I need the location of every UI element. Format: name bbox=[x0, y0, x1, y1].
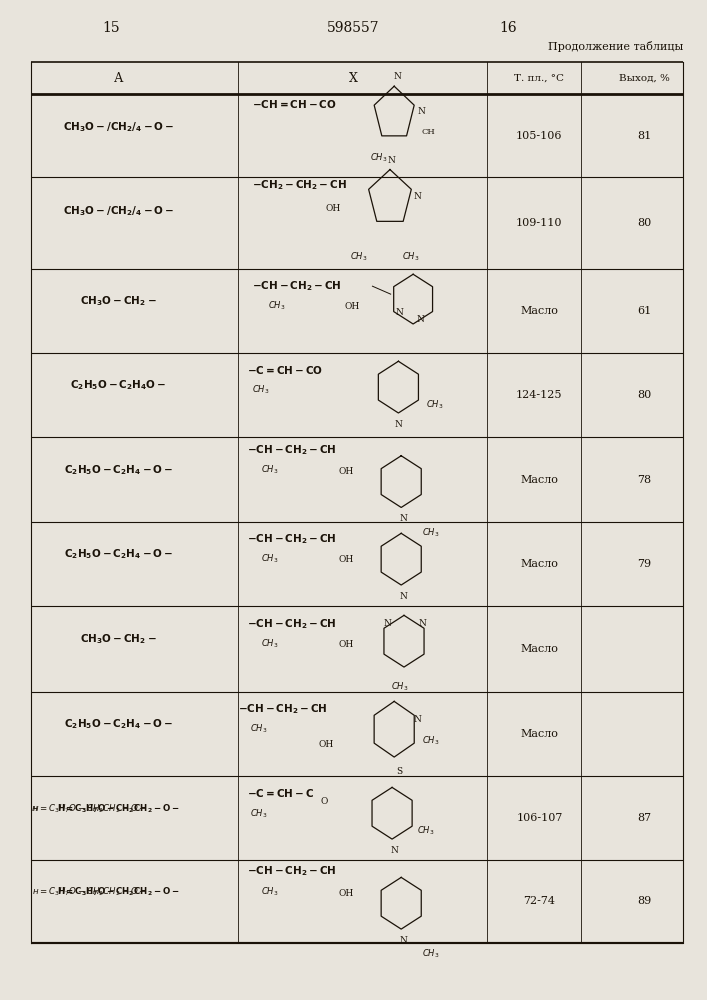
Text: Выход, %: Выход, % bbox=[619, 74, 670, 83]
Text: 16: 16 bbox=[499, 21, 517, 35]
Text: 87: 87 bbox=[638, 813, 652, 823]
Text: $CH_3$: $CH_3$ bbox=[370, 151, 387, 164]
Text: 89: 89 bbox=[638, 896, 652, 906]
Text: $CH_3$: $CH_3$ bbox=[261, 553, 279, 565]
Text: $\mathbf{CH_3O-CH_2-}$: $\mathbf{CH_3O-CH_2-}$ bbox=[80, 294, 157, 308]
Text: O: O bbox=[320, 797, 328, 806]
Text: OH: OH bbox=[344, 302, 360, 311]
Text: 79: 79 bbox=[638, 559, 652, 569]
Text: 15: 15 bbox=[103, 21, 120, 35]
Text: S: S bbox=[397, 767, 403, 776]
Text: 105-106: 105-106 bbox=[516, 131, 563, 141]
Text: 78: 78 bbox=[638, 475, 652, 485]
Text: $\mathit{н}=C_3H_7O-CH_2CH_2-O-$: $\mathit{н}=C_3H_7O-CH_2CH_2-O-$ bbox=[33, 802, 147, 815]
Text: N: N bbox=[399, 592, 407, 601]
Text: OH: OH bbox=[338, 555, 354, 564]
Text: $CH_3$: $CH_3$ bbox=[402, 251, 420, 263]
Text: $CH_3$: $CH_3$ bbox=[252, 384, 269, 396]
Text: N: N bbox=[417, 107, 425, 116]
Text: $\mathbf{C_2H_5O-C_2H_4-O-}$: $\mathbf{C_2H_5O-C_2H_4-O-}$ bbox=[64, 547, 173, 561]
Text: $\mathbf{H=C_3H_7O-CH_2CH_2-O-}$: $\mathbf{H=C_3H_7O-CH_2CH_2-O-}$ bbox=[57, 802, 180, 815]
Text: X: X bbox=[349, 72, 358, 85]
Text: $\mathbf{-CH-CH_2-CH}$: $\mathbf{-CH-CH_2-CH}$ bbox=[247, 532, 337, 546]
Text: $\mathbf{-CH-CH_2-CH}$: $\mathbf{-CH-CH_2-CH}$ bbox=[247, 865, 337, 878]
Text: N: N bbox=[414, 192, 421, 201]
Text: 80: 80 bbox=[638, 390, 652, 400]
Text: $\mathbf{H=C_3H_7O-CH_2CH_2-O-}$: $\mathbf{H=C_3H_7O-CH_2CH_2-O-}$ bbox=[57, 885, 180, 898]
Text: $CH_3$: $CH_3$ bbox=[261, 638, 279, 650]
Text: OH: OH bbox=[325, 204, 341, 213]
Text: N: N bbox=[390, 846, 398, 855]
Text: $\mathbf{-CH-CH_2-CH}$: $\mathbf{-CH-CH_2-CH}$ bbox=[238, 702, 328, 716]
Text: N: N bbox=[393, 72, 401, 81]
Text: $\mathbf{C_2H_5O-C_2H_4-O-}$: $\mathbf{C_2H_5O-C_2H_4-O-}$ bbox=[64, 717, 173, 731]
Text: 106-107: 106-107 bbox=[516, 813, 563, 823]
Text: $\mathbf{CH_3O-/CH_2/_4-O-}$: $\mathbf{CH_3O-/CH_2/_4-O-}$ bbox=[63, 121, 174, 134]
Text: $CH_3$: $CH_3$ bbox=[422, 735, 440, 747]
Text: $CH_3$: $CH_3$ bbox=[268, 300, 286, 312]
Text: OH: OH bbox=[338, 889, 354, 898]
Text: $\mathit{н}$: $\mathit{н}$ bbox=[31, 804, 38, 813]
Text: $\mathbf{C_2H_5O-C_2H_4-O-}$: $\mathbf{C_2H_5O-C_2H_4-O-}$ bbox=[64, 463, 173, 477]
Text: Продолжение таблицы: Продолжение таблицы bbox=[548, 41, 683, 52]
Text: 61: 61 bbox=[638, 306, 652, 316]
Text: $\mathbf{-CH-CH_2-CH}$: $\mathbf{-CH-CH_2-CH}$ bbox=[252, 279, 341, 293]
Text: $CH_3$: $CH_3$ bbox=[261, 463, 279, 476]
Text: Масло: Масло bbox=[520, 475, 559, 485]
Text: $\mathbf{-CH_2-CH_2-CH}$: $\mathbf{-CH_2-CH_2-CH}$ bbox=[252, 178, 347, 192]
Text: $CH_3$: $CH_3$ bbox=[422, 948, 440, 960]
Text: CH: CH bbox=[421, 128, 436, 136]
Text: $\mathbf{-CH-CH_2-CH}$: $\mathbf{-CH-CH_2-CH}$ bbox=[247, 443, 337, 457]
Text: $\mathbf{-C=CH-C}$: $\mathbf{-C=CH-C}$ bbox=[247, 787, 314, 799]
Text: $CH_3$: $CH_3$ bbox=[422, 526, 440, 539]
Text: OH: OH bbox=[338, 467, 354, 476]
Text: $CH_3$: $CH_3$ bbox=[250, 807, 267, 820]
Text: Масло: Масло bbox=[520, 644, 559, 654]
Text: N: N bbox=[399, 936, 407, 945]
Text: $\mathbf{-C=CH-CO}$: $\mathbf{-C=CH-CO}$ bbox=[247, 364, 323, 376]
Text: $CH_3$: $CH_3$ bbox=[350, 251, 367, 263]
Text: $\mathbf{CH_3O-/CH_2/_4-O-}$: $\mathbf{CH_3O-/CH_2/_4-O-}$ bbox=[63, 204, 174, 218]
Text: 81: 81 bbox=[638, 131, 652, 141]
Text: А: А bbox=[114, 72, 123, 85]
Text: N: N bbox=[395, 308, 403, 317]
Text: 598557: 598557 bbox=[327, 21, 380, 35]
Text: N: N bbox=[416, 315, 424, 324]
Text: 109-110: 109-110 bbox=[516, 218, 563, 228]
Text: 124-125: 124-125 bbox=[516, 390, 563, 400]
Text: OH: OH bbox=[338, 640, 354, 649]
Text: $CH_3$: $CH_3$ bbox=[261, 885, 279, 898]
Text: N: N bbox=[395, 420, 402, 429]
Text: 80: 80 bbox=[638, 218, 652, 228]
Text: Масло: Масло bbox=[520, 559, 559, 569]
Text: Масло: Масло bbox=[520, 729, 559, 739]
Text: OH: OH bbox=[318, 740, 334, 749]
Text: 72-74: 72-74 bbox=[523, 896, 556, 906]
Text: $\mathit{н}=C_3H_7O-CH_2CH_2-O-$: $\mathit{н}=C_3H_7O-CH_2CH_2-O-$ bbox=[33, 885, 147, 898]
Text: N: N bbox=[384, 619, 392, 628]
Text: $\mathbf{CH_3O-CH_2-}$: $\mathbf{CH_3O-CH_2-}$ bbox=[80, 632, 157, 646]
Text: $CH_3$: $CH_3$ bbox=[417, 825, 435, 837]
Text: $\mathbf{-CH=CH-CO}$: $\mathbf{-CH=CH-CO}$ bbox=[252, 98, 337, 110]
Text: Т. пл., °С: Т. пл., °С bbox=[515, 74, 564, 83]
Text: $CH_3$: $CH_3$ bbox=[250, 723, 267, 735]
Text: N: N bbox=[387, 156, 395, 165]
Text: N: N bbox=[414, 715, 421, 724]
Text: Масло: Масло bbox=[520, 306, 559, 316]
Text: N: N bbox=[399, 514, 407, 523]
Text: N: N bbox=[419, 619, 426, 628]
Text: $\mathbf{-CH-CH_2-CH}$: $\mathbf{-CH-CH_2-CH}$ bbox=[247, 617, 337, 631]
Text: $\mathbf{C_2H_5O-C_2H_4O-}$: $\mathbf{C_2H_5O-C_2H_4O-}$ bbox=[70, 378, 167, 392]
Text: $CH_3$: $CH_3$ bbox=[426, 399, 444, 411]
Text: $CH_3$: $CH_3$ bbox=[391, 681, 409, 693]
